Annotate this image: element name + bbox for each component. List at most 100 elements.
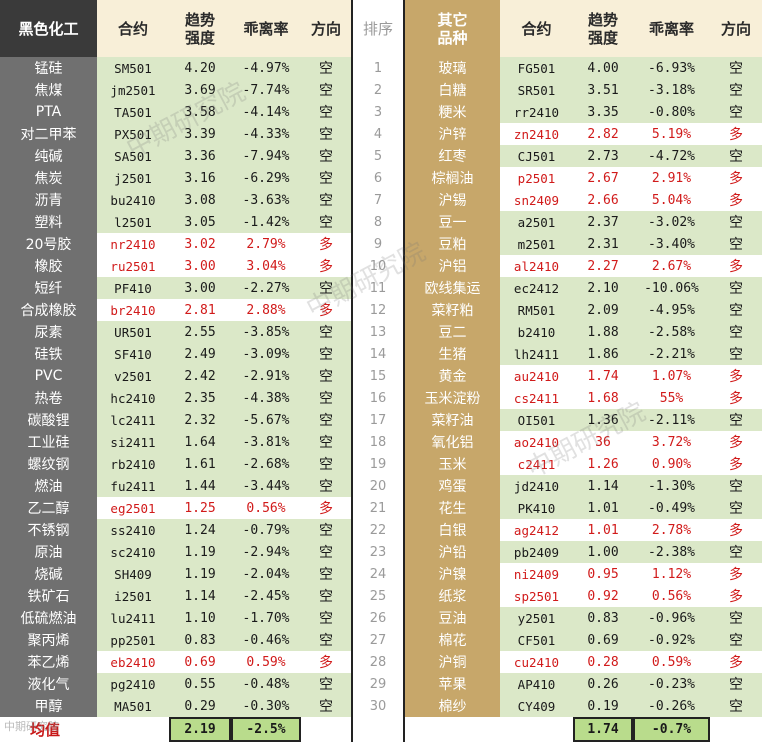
header-other-line2: 品种 — [437, 28, 468, 47]
right-code-cell: rr2410 — [500, 101, 573, 123]
left-dev-cell: -4.33% — [231, 123, 301, 145]
right-name-cell: 豆二 — [405, 321, 500, 343]
header-trend-left-line2: 强度 — [184, 28, 215, 47]
right-dev-cell: -0.92% — [633, 629, 710, 651]
right-dev-cell: 1.12% — [633, 563, 710, 585]
right-trend-cell: 2.67 — [573, 167, 633, 189]
right-code-cell: PK410 — [500, 497, 573, 519]
left-name-cell: PTA — [0, 101, 97, 123]
left-name-cell: 20号胶 — [0, 233, 97, 255]
right-code-cell: zn2410 — [500, 123, 573, 145]
rank-cell: 6 — [353, 167, 403, 189]
average-left-trend: 2.19 — [169, 717, 231, 742]
right-dev-cell: 2.78% — [633, 519, 710, 541]
left-name-cell: 纯碱 — [0, 145, 97, 167]
left-trend-cell: 3.08 — [169, 189, 231, 211]
rank-cell: 16 — [353, 387, 403, 409]
table-row: 螺纹钢 rb2410 1.61 -2.68% 空 玉米 c2411 1.26 0.90% 多 19 — [0, 453, 762, 475]
right-trend-cell: 1.00 — [573, 541, 633, 563]
left-dev-cell: -2.45% — [231, 585, 301, 607]
right-name-cell: 欧线集运 — [405, 277, 500, 299]
left-name-cell: 原油 — [0, 541, 97, 563]
left-name-cell: 聚丙烯 — [0, 629, 97, 651]
left-dev-cell: -3.09% — [231, 343, 301, 365]
left-trend-cell: 2.35 — [169, 387, 231, 409]
left-code-cell: hc2410 — [97, 387, 169, 409]
left-trend-cell: 1.19 — [169, 563, 231, 585]
table-row: 尿素 UR501 2.55 -3.85% 空豆二 b2410 1.88 -2.58% 空 13 — [0, 321, 762, 343]
right-trend-cell: 0.19 — [573, 695, 633, 717]
left-trend-cell: 0.69 — [169, 651, 231, 673]
left-code-cell: l2501 — [97, 211, 169, 233]
right-trend-cell: 1.86 — [573, 343, 633, 365]
left-dir-cell: 空 — [301, 431, 351, 453]
table-row: 不锈钢 ss2410 1.24 -0.79% 空 白银 ag2412 1.01 2.78% 多 22 — [0, 519, 762, 541]
right-dev-cell: -1.30% — [633, 475, 710, 497]
left-code-cell: lc2411 — [97, 409, 169, 431]
left-dir-cell: 空 — [301, 101, 351, 123]
right-dir-cell: 多 — [710, 255, 762, 277]
left-dev-cell: -1.70% — [231, 607, 301, 629]
rank-cell: 28 — [353, 651, 403, 673]
left-name-cell: 甲醇 — [0, 695, 97, 717]
left-dev-cell: -4.97% — [231, 57, 301, 79]
left-code-cell: eb2410 — [97, 651, 169, 673]
left-code-cell: fu2411 — [97, 475, 169, 497]
right-dev-cell: -2.11% — [633, 409, 710, 431]
right-dir-cell: 空 — [710, 343, 762, 365]
right-dev-cell: 0.59% — [633, 651, 710, 673]
right-dev-cell: -10.06% — [633, 277, 710, 299]
rank-cell: 1 — [353, 57, 403, 79]
right-trend-cell: 2.31 — [573, 233, 633, 255]
left-trend-cell: 4.20 — [169, 57, 231, 79]
left-dev-cell: -7.74% — [231, 79, 301, 101]
table-row: 苯乙烯 eb2410 0.69 0.59% 多沪铜 cu2410 0.28 0.59% 多 28 — [0, 651, 762, 673]
left-dev-cell: 2.88% — [231, 299, 301, 321]
right-dev-cell: -4.72% — [633, 145, 710, 167]
left-trend-cell: 1.24 — [169, 519, 231, 541]
right-dev-cell: 0.90% — [633, 453, 710, 475]
right-name-cell: 氧化铝 — [405, 431, 500, 453]
table-row: PTA TA501 3.58 -4.14% 空粳米 rr2410 3.35 -0.80% 空 3 — [0, 101, 762, 123]
table-row: 硅铁 SF410 2.49 -3.09% 空生猪 lh2411 1.86 -2.21% 空 14 — [0, 343, 762, 365]
left-dir-cell: 空 — [301, 123, 351, 145]
left-name-cell: 螺纹钢 — [0, 453, 97, 475]
left-name-cell: 对二甲苯 — [0, 123, 97, 145]
right-dev-cell: 55% — [633, 387, 710, 409]
right-dev-cell: -0.96% — [633, 607, 710, 629]
left-dev-cell: -0.46% — [231, 629, 301, 651]
right-trend-cell: 0.92 — [573, 585, 633, 607]
table-row: 热卷 hc2410 2.35 -4.38% 空 玉米淀粉 cs2411 1.68 55% 多 16 — [0, 387, 762, 409]
right-name-cell: 棕榈油 — [405, 167, 500, 189]
right-name-cell: 豆粕 — [405, 233, 500, 255]
left-dir-cell: 空 — [301, 189, 351, 211]
rank-cell: 7 — [353, 189, 403, 211]
left-code-cell: rb2410 — [97, 453, 169, 475]
left-name-cell: 苯乙烯 — [0, 651, 97, 673]
left-code-cell: UR501 — [97, 321, 169, 343]
header-direction-right: 方向 — [710, 0, 762, 57]
right-name-cell: 豆一 — [405, 211, 500, 233]
rank-cell: 18 — [353, 431, 403, 453]
left-trend-cell: 0.83 — [169, 629, 231, 651]
rank-cell: 23 — [353, 541, 403, 563]
header-left-title-text: 黑色化工 — [18, 19, 79, 38]
header-contract-right-text: 合约 — [521, 19, 552, 38]
right-name-cell: 菜籽油 — [405, 409, 500, 431]
left-name-cell: 锰硅 — [0, 57, 97, 79]
rank-cell: 25 — [353, 585, 403, 607]
rank-cell: 15 — [353, 365, 403, 387]
left-code-cell: SA501 — [97, 145, 169, 167]
header-trend-right-line1: 趋势 — [587, 10, 618, 29]
left-dir-cell: 多 — [301, 651, 351, 673]
rank-cell: 27 — [353, 629, 403, 651]
left-trend-cell: 0.55 — [169, 673, 231, 695]
left-name-cell: 工业硅 — [0, 431, 97, 453]
right-name-cell: 豆油 — [405, 607, 500, 629]
left-dir-cell: 空 — [301, 145, 351, 167]
right-dir-cell: 空 — [710, 321, 762, 343]
left-trend-cell: 2.42 — [169, 365, 231, 387]
right-dir-cell: 空 — [710, 57, 762, 79]
right-dev-cell: 2.67% — [633, 255, 710, 277]
table-row: 对二甲苯 PX501 3.39 -4.33% 空 沪锌 zn2410 2.82 5.19% 多 4 — [0, 123, 762, 145]
